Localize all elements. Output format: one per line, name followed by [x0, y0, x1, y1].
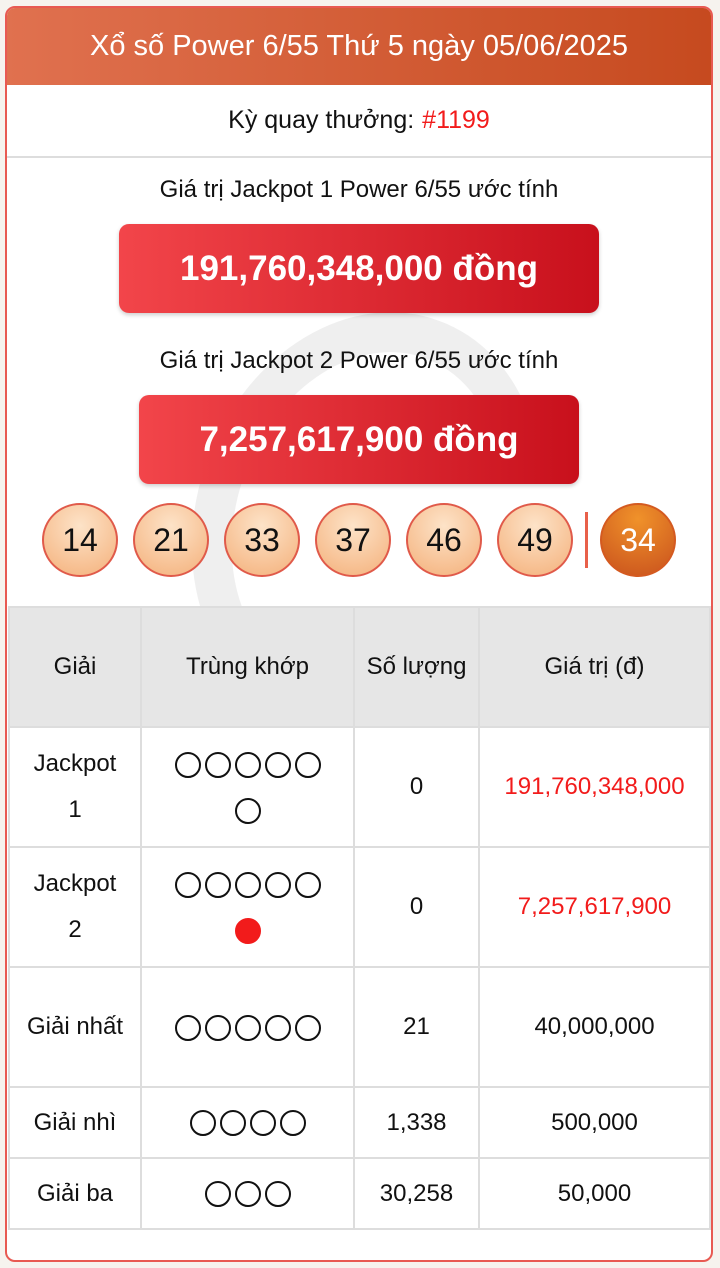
match-circle-icon: [294, 871, 321, 898]
ball: 37: [315, 503, 391, 577]
col-prize: Giải: [8, 606, 142, 728]
match-circle-icon: [279, 1110, 306, 1137]
winner-count: 1,338: [353, 1086, 480, 1159]
draw-label: Kỳ quay thưởng:: [228, 106, 415, 134]
match-pattern: [140, 966, 355, 1088]
jackpot2-value: 7,257,617,900 đồng: [139, 395, 579, 484]
match-circle-icon: [219, 1110, 246, 1137]
match-circle-icon: [234, 797, 261, 824]
power-ball: 34: [600, 503, 676, 577]
match-pattern: [140, 846, 355, 968]
prize-value: 191,760,348,000: [478, 726, 711, 848]
table-row: Giải ba 30,258 50,000: [8, 1157, 711, 1230]
match-pattern: [140, 1157, 355, 1230]
prize-name: Giải nhì: [8, 1086, 142, 1159]
prize-value: 40,000,000: [478, 966, 711, 1088]
draw-number: Kỳ quay thưởng: #1199: [7, 85, 711, 158]
table-row: Jackpot 2 0 7,257,617,900: [8, 846, 711, 968]
ball: 21: [133, 503, 209, 577]
winner-count: 21: [353, 966, 480, 1088]
table-row: Jackpot 1 0 191,760,348,000: [8, 726, 711, 848]
col-match: Trùng khớp: [140, 606, 355, 728]
draw-id: #1199: [422, 106, 490, 134]
jackpot2-label: Giá trị Jackpot 2 Power 6/55 ước tính: [159, 347, 559, 374]
winning-numbers: 14 21 33 37 46 49 34: [7, 503, 711, 577]
prize-name: Jackpot 2: [8, 846, 142, 968]
match-circle-icon: [234, 751, 261, 778]
match-circle-icon: [204, 1181, 231, 1208]
match-circle-icon: [189, 1110, 216, 1137]
match-circle-icon: [264, 751, 291, 778]
prize-value: 50,000: [478, 1157, 711, 1230]
match-circle-icon: [264, 1181, 291, 1208]
ball: 14: [42, 503, 118, 577]
match-circle-icon: [234, 1181, 261, 1208]
jackpot1-value: 191,760,348,000 đồng: [119, 224, 599, 313]
prize-value: 7,257,617,900: [478, 846, 711, 968]
col-count: Số lượng: [353, 606, 480, 728]
match-circle-icon: [249, 1110, 276, 1137]
card-title: Xổ số Power 6/55 Thứ 5 ngày 05/06/2025: [7, 8, 711, 85]
ball: 46: [406, 503, 482, 577]
table-row: Giải nhì 1,338 500,000: [8, 1086, 711, 1159]
match-circle-icon: [204, 751, 231, 778]
match-circle-icon: [204, 1014, 231, 1041]
winner-count: 0: [353, 726, 480, 848]
match-circle-icon: [264, 871, 291, 898]
prize-value: 500,000: [478, 1086, 711, 1159]
match-pattern: [140, 726, 355, 848]
match-circle-icon: [234, 1014, 261, 1041]
match-pattern: [140, 1086, 355, 1159]
prize-table: Giải Trùng khớp Số lượng Giá trị (đ) Jac…: [8, 606, 711, 1230]
match-circle-icon: [204, 871, 231, 898]
col-value: Giá trị (đ): [478, 606, 711, 728]
match-circle-icon: [174, 751, 201, 778]
match-circle-icon: [264, 1014, 291, 1041]
prize-name: Giải ba: [8, 1157, 142, 1230]
table-row: Giải nhất 21 40,000,000: [8, 966, 711, 1088]
ball: 49: [497, 503, 573, 577]
match-circle-icon: [174, 871, 201, 898]
power-match-dot-icon: [234, 917, 261, 944]
ball: 33: [224, 503, 300, 577]
match-circle-icon: [234, 871, 261, 898]
winner-count: 30,258: [353, 1157, 480, 1230]
jackpot1-label: Giá trị Jackpot 1 Power 6/55 ước tính: [159, 176, 559, 203]
prize-name: Jackpot 1: [8, 726, 142, 848]
divider: [585, 512, 588, 568]
prize-name: Giải nhất: [8, 966, 142, 1088]
winner-count: 0: [353, 846, 480, 968]
match-circle-icon: [174, 1014, 201, 1041]
match-circle-icon: [294, 1014, 321, 1041]
match-circle-icon: [294, 751, 321, 778]
result-card: Xổ số Power 6/55 Thứ 5 ngày 05/06/2025 K…: [5, 6, 713, 1262]
